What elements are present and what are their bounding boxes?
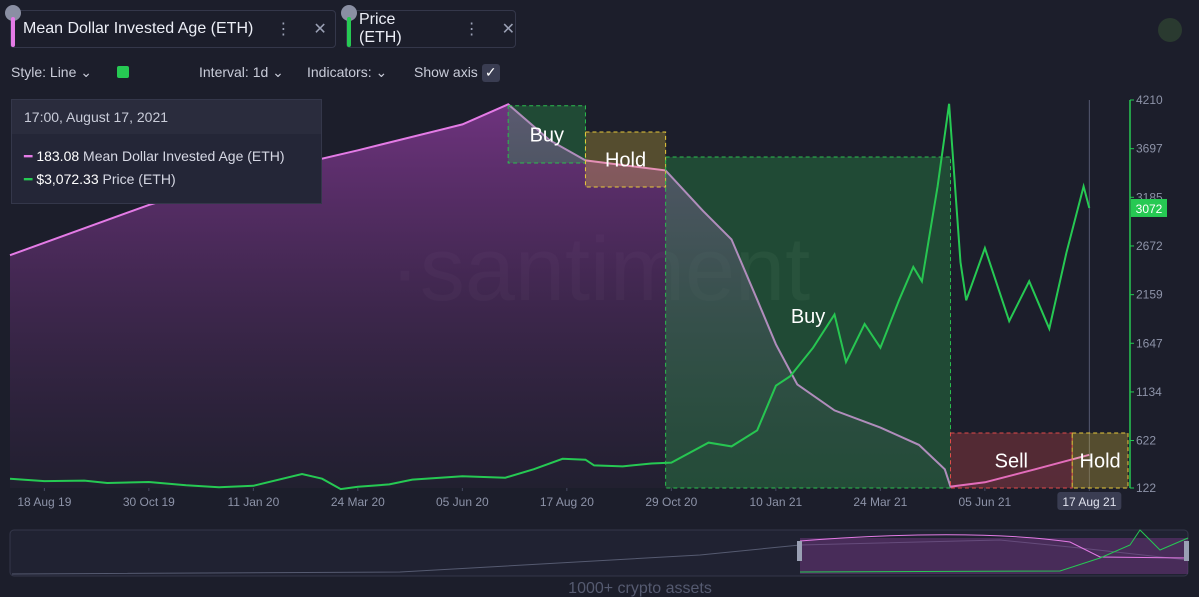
- x-tick-label: 17 Aug 21: [1062, 495, 1116, 509]
- annotation-label: Hold: [605, 149, 646, 171]
- annotation-box: [949, 432, 1073, 489]
- interval-select[interactable]: Interval: 1d ⌄: [199, 64, 284, 80]
- x-tick-label: 29 Oct 20: [645, 495, 697, 509]
- y-tick-label: 1134: [1136, 385, 1162, 399]
- navigator-handle[interactable]: [1184, 541, 1189, 561]
- status-dot[interactable]: [1158, 18, 1182, 42]
- x-tick-label: 24 Mar 20: [331, 495, 385, 509]
- navigator-window[interactable]: [800, 538, 1188, 574]
- y-tick-label: 1647: [1136, 336, 1163, 350]
- annotation-label: Sell: [995, 450, 1028, 472]
- tooltip-row: ━ 183.08 Mean Dollar Invested Age (ETH): [24, 148, 285, 164]
- style-select[interactable]: Style: Line ⌄: [11, 64, 92, 80]
- navigator-line: [799, 534, 1189, 559]
- x-tick-label: 05 Jun 21: [958, 495, 1011, 509]
- x-tick-label: 18 Aug 19: [17, 495, 71, 509]
- x-tick-label: 11 Jan 20: [227, 495, 279, 509]
- price-tag-label: 3072: [1136, 202, 1163, 216]
- y-tick-label: 4210: [1136, 93, 1163, 107]
- tab-color: [11, 17, 15, 47]
- tooltip-value: 183.08: [36, 148, 80, 164]
- x-tick-label: 05 Jun 20: [436, 495, 489, 509]
- annotation-box: [507, 105, 586, 164]
- y-tick-label: 622: [1136, 434, 1156, 448]
- x-tick-label: 10 Jan 21: [749, 495, 802, 509]
- x-tick-label: 17 Aug 20: [540, 495, 594, 509]
- y-tick-label: 2159: [1136, 288, 1163, 302]
- x-tick-label: 30 Oct 19: [123, 495, 175, 509]
- tooltip-value: $3,072.33: [36, 171, 99, 187]
- navigator-line: [799, 529, 1189, 573]
- tab-menu[interactable]: ⋮: [275, 21, 292, 38]
- lock-icon: [5, 5, 21, 21]
- show-axis-toggle[interactable]: Show axis ✓: [414, 64, 500, 82]
- x-tick-label: 24 Mar 21: [853, 495, 907, 509]
- tab-close[interactable]: ✕: [313, 21, 327, 38]
- y-tick-label: 122: [1136, 481, 1156, 495]
- tooltip-name: Mean Dollar Invested Age (ETH): [83, 148, 285, 164]
- tooltip: 17:00, August 17, 2021 ━ 183.08 Mean Dol…: [11, 99, 322, 204]
- color-picker[interactable]: [117, 66, 129, 78]
- annotation-label: Hold: [1080, 450, 1121, 472]
- annotation-box: [584, 131, 667, 188]
- tooltip-name: Price (ETH): [102, 171, 176, 187]
- line: [9, 103, 1090, 488]
- style-label: Style: Line: [11, 64, 77, 80]
- price-tag: [1131, 198, 1167, 217]
- annotation-box: [1071, 432, 1129, 489]
- y-tick-label: 3697: [1136, 142, 1163, 156]
- indicators-label: Indicators:: [307, 64, 372, 80]
- annotation-label: Buy: [530, 124, 564, 146]
- x-tick-highlight: [1057, 492, 1122, 510]
- tooltip-row: ━ $3,072.33 Price (ETH): [24, 171, 176, 187]
- tab-label: Price (ETH): [359, 11, 402, 46]
- line: [9, 103, 1091, 491]
- tab-close[interactable]: ✕: [501, 21, 515, 38]
- indicators-select[interactable]: Indicators: ⌄: [307, 64, 388, 80]
- navigator-handle[interactable]: [797, 541, 802, 561]
- metric-tab[interactable]: Mean Dollar Invested Age (ETH) ⋮ ✕: [5, 5, 336, 48]
- tab-color: [347, 17, 351, 47]
- lock-icon: [341, 5, 357, 21]
- show-axis-label: Show axis: [414, 64, 478, 80]
- annotation-box: [665, 156, 951, 489]
- tab-label: Mean Dollar Invested Age (ETH): [23, 20, 254, 37]
- annotation-label: Buy: [791, 306, 825, 328]
- footer-text: 1000+ crypto assets: [568, 580, 712, 597]
- y-tick-label: 2672: [1136, 239, 1163, 253]
- metric-tab[interactable]: Price (ETH) ⋮ ✕: [341, 5, 516, 48]
- tab-menu[interactable]: ⋮: [463, 21, 480, 38]
- interval-label: Interval: 1d: [199, 64, 269, 80]
- tooltip-time: 17:00, August 17, 2021: [12, 100, 321, 134]
